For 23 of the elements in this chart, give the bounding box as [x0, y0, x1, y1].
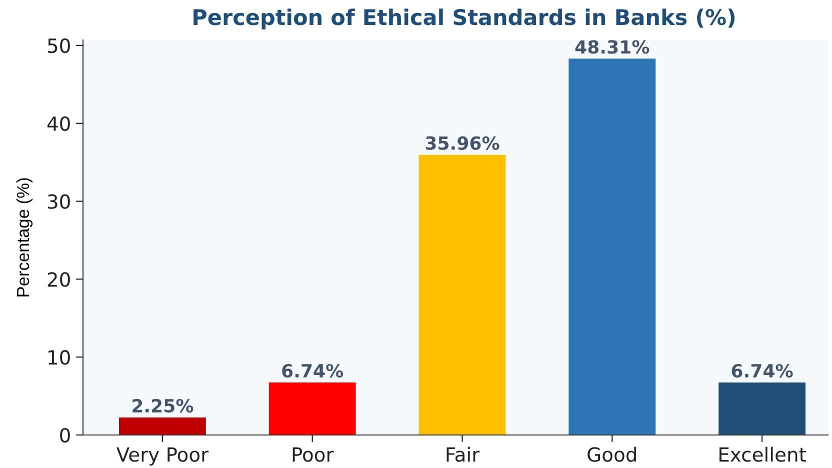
y-tick-label: 10 — [48, 350, 70, 365]
bar — [268, 382, 356, 435]
x-tick-label: Excellent — [720, 446, 806, 462]
data-label: 2.25% — [132, 398, 194, 413]
bar — [418, 154, 506, 435]
data-label: 35.96% — [426, 136, 500, 150]
bar — [718, 382, 806, 435]
data-label: 48.31% — [575, 40, 650, 54]
data-label: 6.74% — [732, 364, 793, 378]
y-tick-label: 50 — [48, 38, 70, 54]
data-label: 6.74% — [282, 364, 344, 378]
x-tick-label: Good — [588, 446, 636, 462]
x-tick-label: Poor — [292, 447, 334, 462]
chart-title: Perception of Ethical Standards in Banks (%) — [194, 8, 735, 30]
bar — [568, 58, 656, 435]
y-tick-label: 20 — [48, 272, 70, 287]
x-tick-label: Fair — [446, 446, 480, 462]
x-tick-label: Very Poor — [116, 447, 209, 466]
y-axis-title: Percentage (%) — [16, 178, 33, 296]
y-tick-label: 40 — [47, 116, 70, 132]
bar — [118, 417, 206, 435]
y-tick-label: 30 — [48, 194, 70, 209]
y-tick-label: 0 — [60, 428, 70, 443]
